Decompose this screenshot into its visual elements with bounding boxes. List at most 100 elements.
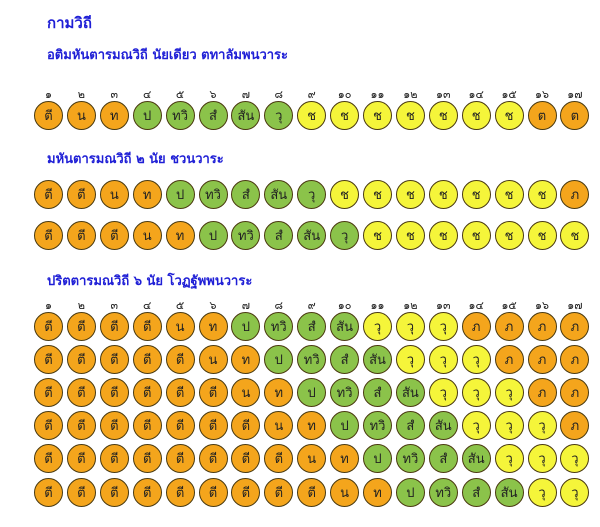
citta-circle: ตี: [34, 101, 63, 130]
step-number: ๖: [209, 88, 217, 101]
citta-circle: วุ: [560, 478, 590, 507]
vithi-row: ตี ตี ตี ตี ตี ตี ตี ตี ตีนทปทวิ สํ สัน วุ วุ: [30, 478, 600, 511]
citta-circle: ช: [428, 180, 458, 209]
citta-circle: ช: [395, 101, 425, 130]
citta-circle: ภ: [560, 312, 590, 341]
citta-circle: สัน: [330, 312, 360, 341]
step-number: ๑๑: [370, 299, 385, 312]
citta-circle: วุ: [461, 378, 491, 407]
citta-circle: ช: [330, 101, 360, 130]
citta-circle: วุ: [494, 411, 524, 440]
citta-circle: ตี: [34, 345, 63, 374]
step-number: ๑๗: [567, 88, 583, 101]
citta-circle: ตี: [165, 444, 195, 473]
citta-circle: วุ: [330, 221, 360, 250]
citta-circle: สํ: [395, 411, 425, 440]
citta-circle: ช: [330, 180, 360, 209]
step-number: ๑๑: [370, 88, 385, 101]
citta-circle: ป: [165, 180, 195, 209]
citta-circle: วุ: [297, 180, 327, 209]
citta-circle: สํ: [363, 378, 392, 407]
citta-circle: ภ: [494, 345, 524, 374]
citta-circle: ตี: [165, 345, 195, 374]
vithi-row: ตี ตีนทปทวิ สํ สัน วุชชชชชชชภ: [30, 180, 600, 213]
citta-circle: ช: [560, 221, 590, 250]
step-number: ๔: [143, 299, 152, 312]
citta-circle: ตี: [165, 478, 195, 507]
citta-circle: สํ: [428, 444, 458, 473]
step-number: ๙: [307, 299, 316, 312]
citta-circle: ทวิ: [231, 221, 261, 250]
citta-circle: ตี: [34, 378, 63, 407]
citta-circle: ภ: [560, 378, 590, 407]
citta-circle: วุ: [461, 411, 491, 440]
citta-circle: ภ: [527, 312, 557, 341]
vithi-row: ตี ตี ตี ตี ตีนทปทวิ สํ สัน วุ วุ วุภภภ: [30, 345, 600, 378]
citta-circle: ป: [132, 101, 162, 130]
citta-circle: ตี: [231, 478, 261, 507]
citta-circle: ช: [494, 101, 524, 130]
citta-circle: ทวิ: [395, 444, 425, 473]
citta-circle: ทวิ: [428, 478, 458, 507]
step-number: ๔: [143, 88, 152, 101]
citta-circle: ตี: [34, 478, 63, 507]
citta-circle: ท: [363, 478, 392, 507]
citta-circle: ตี: [66, 444, 96, 473]
citta-circle: ตี: [132, 345, 162, 374]
step-number: ๘: [274, 299, 284, 312]
step-number: ๕: [175, 299, 185, 312]
citta-circle: ภ: [494, 312, 524, 341]
step-number: ๑๐: [337, 88, 352, 101]
citta-circle: ท: [165, 221, 195, 250]
citta-circle: สัน: [494, 478, 524, 507]
citta-circle: ตี: [66, 478, 96, 507]
citta-circle: น: [66, 101, 96, 130]
section-heading: ปริตตารมณวิถี ๖ นัย โวฏฐัพพนวาระ: [47, 274, 253, 289]
citta-circle: วุ: [560, 444, 590, 473]
step-number: ๕: [175, 88, 185, 101]
step-number: ๑๖: [535, 88, 549, 101]
citta-circle: สัน: [428, 411, 458, 440]
citta-circle: วุ: [461, 345, 491, 374]
step-number: ๒: [77, 88, 86, 101]
page-title: กามวิถี: [47, 14, 92, 32]
citta-circle: วุ: [494, 444, 524, 473]
citta-circle: ตี: [99, 345, 129, 374]
citta-circle: ตี: [66, 221, 96, 250]
citta-circle: วุ: [494, 378, 524, 407]
citta-circle: ช: [461, 180, 491, 209]
citta-circle: สํ: [330, 345, 360, 374]
citta-circle: วุ: [428, 345, 458, 374]
citta-circle: วุ: [428, 312, 458, 341]
citta-circle: ป: [395, 478, 425, 507]
citta-circle: ป: [363, 444, 392, 473]
step-number: ๑๔: [468, 299, 484, 312]
citta-circle: ทวิ: [198, 180, 228, 209]
citta-circle: ตี: [66, 411, 96, 440]
citta-circle: ช: [527, 221, 557, 250]
citta-circle: ท: [132, 180, 162, 209]
citta-circle: ตี: [34, 444, 63, 473]
citta-circle: ป: [231, 312, 261, 341]
citta-circle: ช: [428, 221, 458, 250]
step-number: ๓: [110, 299, 119, 312]
citta-circle: ตี: [132, 411, 162, 440]
vithi-row: ตี ตี ตี ตี ตี ตี ตี ตีนทปทวิ สํ สัน วุ วุ วุ: [30, 444, 600, 477]
citta-circle: สํ: [198, 101, 228, 130]
citta-circle: ตี: [198, 411, 228, 440]
citta-circle: ป: [297, 378, 327, 407]
citta-circle: สัน: [297, 221, 327, 250]
citta-circle: สํ: [264, 221, 294, 250]
citta-circle: ตี: [34, 180, 63, 209]
citta-circle: ช: [527, 180, 557, 209]
citta-circle: ทวิ: [297, 345, 327, 374]
citta-circle: น: [132, 221, 162, 250]
citta-circle: วุ: [363, 312, 392, 341]
step-number: ๑๖: [535, 299, 549, 312]
step-number: ๑๓: [436, 299, 451, 312]
citta-circle: ตี: [132, 312, 162, 341]
citta-circle: ตี: [165, 378, 195, 407]
citta-circle: ท: [231, 345, 261, 374]
citta-circle: ช: [395, 221, 425, 250]
citta-circle: ท: [99, 101, 129, 130]
